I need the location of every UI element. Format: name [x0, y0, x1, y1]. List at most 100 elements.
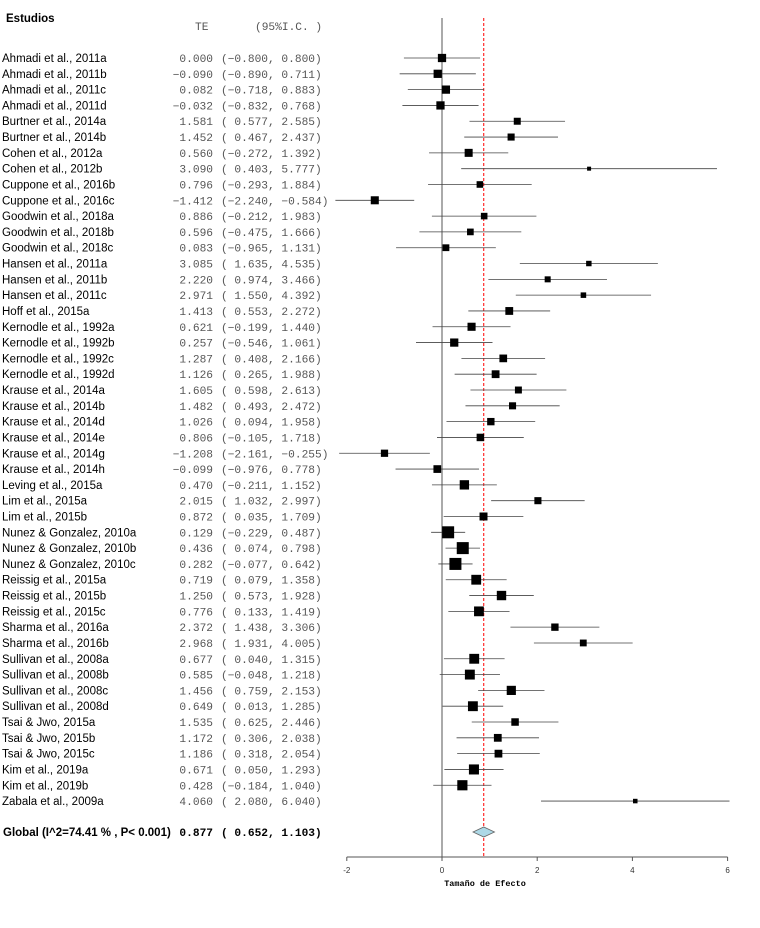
study-ci: (−0.211, 1.152)	[221, 481, 322, 493]
study-ci: ( 0.094, 1.958)	[221, 418, 322, 430]
study-ci: ( 0.133, 1.419)	[221, 607, 322, 619]
global-ci: ( 0.652, 1.103)	[221, 828, 322, 840]
study-name: Ahmadi et al., 2011b	[2, 69, 107, 81]
effect-square	[479, 512, 488, 521]
effect-square	[587, 166, 592, 171]
effect-square	[456, 542, 469, 555]
study-ci: ( 0.553, 2.272)	[221, 307, 322, 319]
study-te: 3.085	[179, 260, 213, 272]
study-te: 1.452	[179, 133, 213, 145]
x-tick-label: 6	[725, 866, 730, 875]
study-name: Kernodle et al., 1992b	[2, 338, 115, 350]
study-name: Cohen et al., 2012a	[2, 148, 103, 160]
global-te: 0.877	[179, 828, 213, 840]
study-name: Sullivan et al., 2008b	[2, 670, 109, 682]
study-ci: ( 0.050, 1.293)	[221, 765, 322, 777]
study-te: 0.129	[179, 528, 213, 540]
study-ci: (−0.229, 0.487)	[221, 528, 322, 540]
study-ci: (−0.184, 1.040)	[221, 781, 322, 793]
study-name: Krause et al., 2014h	[2, 464, 105, 476]
study-ci: ( 0.577, 2.585)	[221, 117, 322, 129]
study-te: 0.796	[179, 180, 213, 192]
effect-square	[493, 733, 502, 742]
study-te: 1.413	[179, 307, 213, 319]
study-ci: (−2.161, −0.255)	[221, 449, 328, 461]
x-tick-label: 4	[630, 866, 635, 875]
study-te: 0.596	[179, 228, 213, 240]
study-te: 1.482	[179, 402, 213, 414]
effect-square	[544, 276, 551, 283]
study-te: 1.456	[179, 686, 213, 698]
study-ci: (−0.048, 1.218)	[221, 671, 322, 683]
study-ci: ( 0.265, 1.988)	[221, 370, 322, 382]
effect-square	[476, 181, 484, 188]
effect-square	[467, 228, 474, 236]
study-name: Ahmadi et al., 2011a	[2, 53, 107, 65]
study-name: Krause et al., 2014e	[2, 432, 105, 444]
study-te: 1.126	[179, 370, 213, 382]
study-name: Lim et al., 2015b	[2, 511, 87, 523]
effect-square	[476, 433, 485, 442]
effect-square	[513, 117, 521, 125]
study-ci: ( 0.040, 1.315)	[221, 655, 322, 667]
study-te: 1.026	[179, 418, 213, 430]
study-te: 0.677	[179, 655, 213, 667]
x-axis-label: Tamaño de Efecto	[444, 879, 526, 889]
study-te: −0.099	[173, 465, 213, 477]
study-name: Sullivan et al., 2008d	[2, 701, 109, 713]
study-name: Sharma et al., 2016b	[2, 638, 109, 650]
effect-square	[441, 85, 451, 94]
effect-square	[433, 69, 442, 78]
study-ci: ( 0.306, 2.038)	[221, 734, 322, 746]
study-name: Hansen et al., 2011a	[2, 259, 108, 271]
study-name: Krause et al., 2014d	[2, 417, 105, 429]
study-name: Leving et al., 2015a	[2, 480, 103, 492]
study-ci: ( 1.635, 4.535)	[221, 260, 322, 272]
effect-square	[471, 574, 482, 585]
study-te: 0.470	[179, 481, 213, 493]
effect-square	[509, 402, 517, 410]
study-ci: ( 0.573, 1.928)	[221, 592, 322, 604]
study-ci: (−0.965, 1.131)	[221, 244, 322, 256]
study-te: 3.090	[179, 165, 213, 177]
study-ci: ( 0.079, 1.358)	[221, 576, 322, 588]
study-te: 1.186	[179, 750, 213, 762]
pooled-diamond	[472, 826, 496, 838]
study-ci: ( 0.403, 5.777)	[221, 165, 322, 177]
study-name: Lim et al., 2015a	[2, 496, 88, 508]
effect-square	[494, 749, 503, 758]
study-te: 0.436	[179, 544, 213, 556]
study-te: 2.015	[179, 497, 213, 509]
study-name: Burtner et al., 2014b	[2, 132, 106, 144]
study-name: Kernodle et al., 1992d	[2, 369, 115, 381]
study-name: Zabala et al., 2009a	[2, 796, 104, 808]
global-label: Global (I^2=74.41 % , P< 0.001)	[3, 827, 171, 839]
effect-square	[579, 639, 587, 647]
effect-square	[514, 386, 522, 394]
study-te: 0.082	[179, 86, 213, 98]
study-name: Hansen et al., 2011b	[2, 274, 107, 286]
effect-square	[507, 133, 515, 141]
effect-square	[370, 196, 379, 205]
header-ci: (95%I.C. )	[255, 22, 322, 34]
study-name: Goodwin et al., 2018b	[2, 227, 114, 239]
study-te: 1.605	[179, 386, 213, 398]
study-te: −0.032	[173, 101, 213, 113]
effect-square	[551, 623, 559, 631]
study-te: 0.083	[179, 244, 213, 256]
x-tick-label: -2	[343, 866, 351, 875]
effect-square	[442, 244, 450, 252]
study-name: Tsai & Jwo, 2015a	[2, 717, 96, 729]
study-ci: ( 1.032, 2.997)	[221, 497, 322, 509]
study-name: Tsai & Jwo, 2015c	[2, 749, 95, 761]
study-ci: ( 0.493, 2.472)	[221, 402, 322, 414]
study-name: Nunez & Gonzalez, 2010b	[2, 543, 136, 555]
study-te: 0.776	[179, 607, 213, 619]
study-te: 0.649	[179, 702, 213, 714]
study-te: 0.257	[179, 339, 213, 351]
study-name: Cuppone et al., 2016c	[2, 195, 115, 207]
study-name: Goodwin et al., 2018c	[2, 243, 113, 255]
study-ci: ( 0.625, 2.446)	[221, 718, 322, 730]
study-ci: (−0.293, 1.884)	[221, 180, 322, 192]
